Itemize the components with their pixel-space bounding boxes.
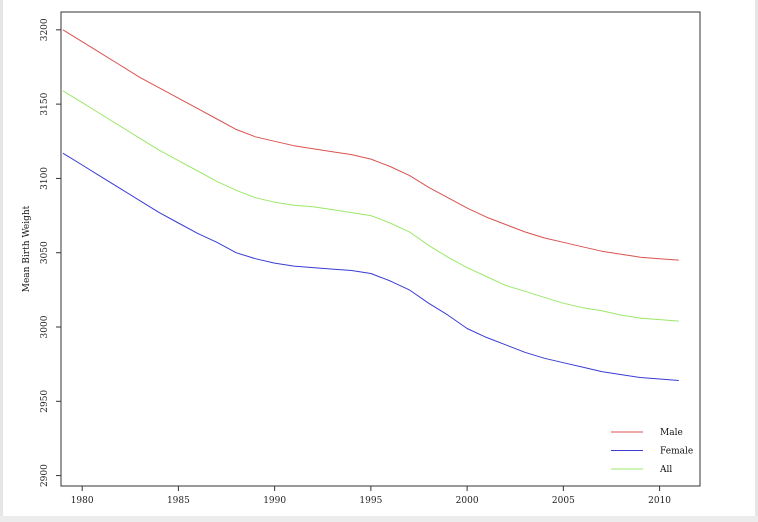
y-tick-label: 3100 [40,167,50,190]
bottom-edge-shade [0,516,758,522]
y-tick-label: 2900 [40,464,50,487]
x-tick-label: 2005 [552,496,575,506]
y-tick-label: 3000 [40,315,50,338]
series-line-male [62,29,679,261]
legend-label-all: All [659,465,672,475]
y-tick-label: 2950 [40,390,50,413]
legend-label-female: Female [660,447,693,457]
x-axis: 1980 1985 1990 1995 2000 2005 2010 [71,486,671,506]
series-line-all [62,90,679,322]
x-tick-label: 1995 [359,496,382,506]
x-tick-label: 2010 [648,496,671,506]
y-tick-label: 3150 [40,92,50,115]
y-axis-title: Mean Birth Weight [22,205,32,292]
y-axis: 2900 2950 3000 3050 3100 3150 3200 [40,18,61,487]
x-tick-label: 1990 [263,496,286,506]
x-tick-label: 1980 [71,496,94,506]
series-lines [62,29,679,381]
left-edge-shade [0,0,3,522]
plot-border [60,11,701,487]
y-tick-label: 3050 [40,241,50,264]
legend: Male Female All [611,428,693,475]
series-line-female [62,152,679,381]
x-tick-label: 1985 [167,496,190,506]
legend-label-male: Male [660,428,683,438]
right-edge-shade [755,0,758,522]
x-tick-label: 2000 [456,496,479,506]
y-tick-label: 3200 [40,18,50,41]
